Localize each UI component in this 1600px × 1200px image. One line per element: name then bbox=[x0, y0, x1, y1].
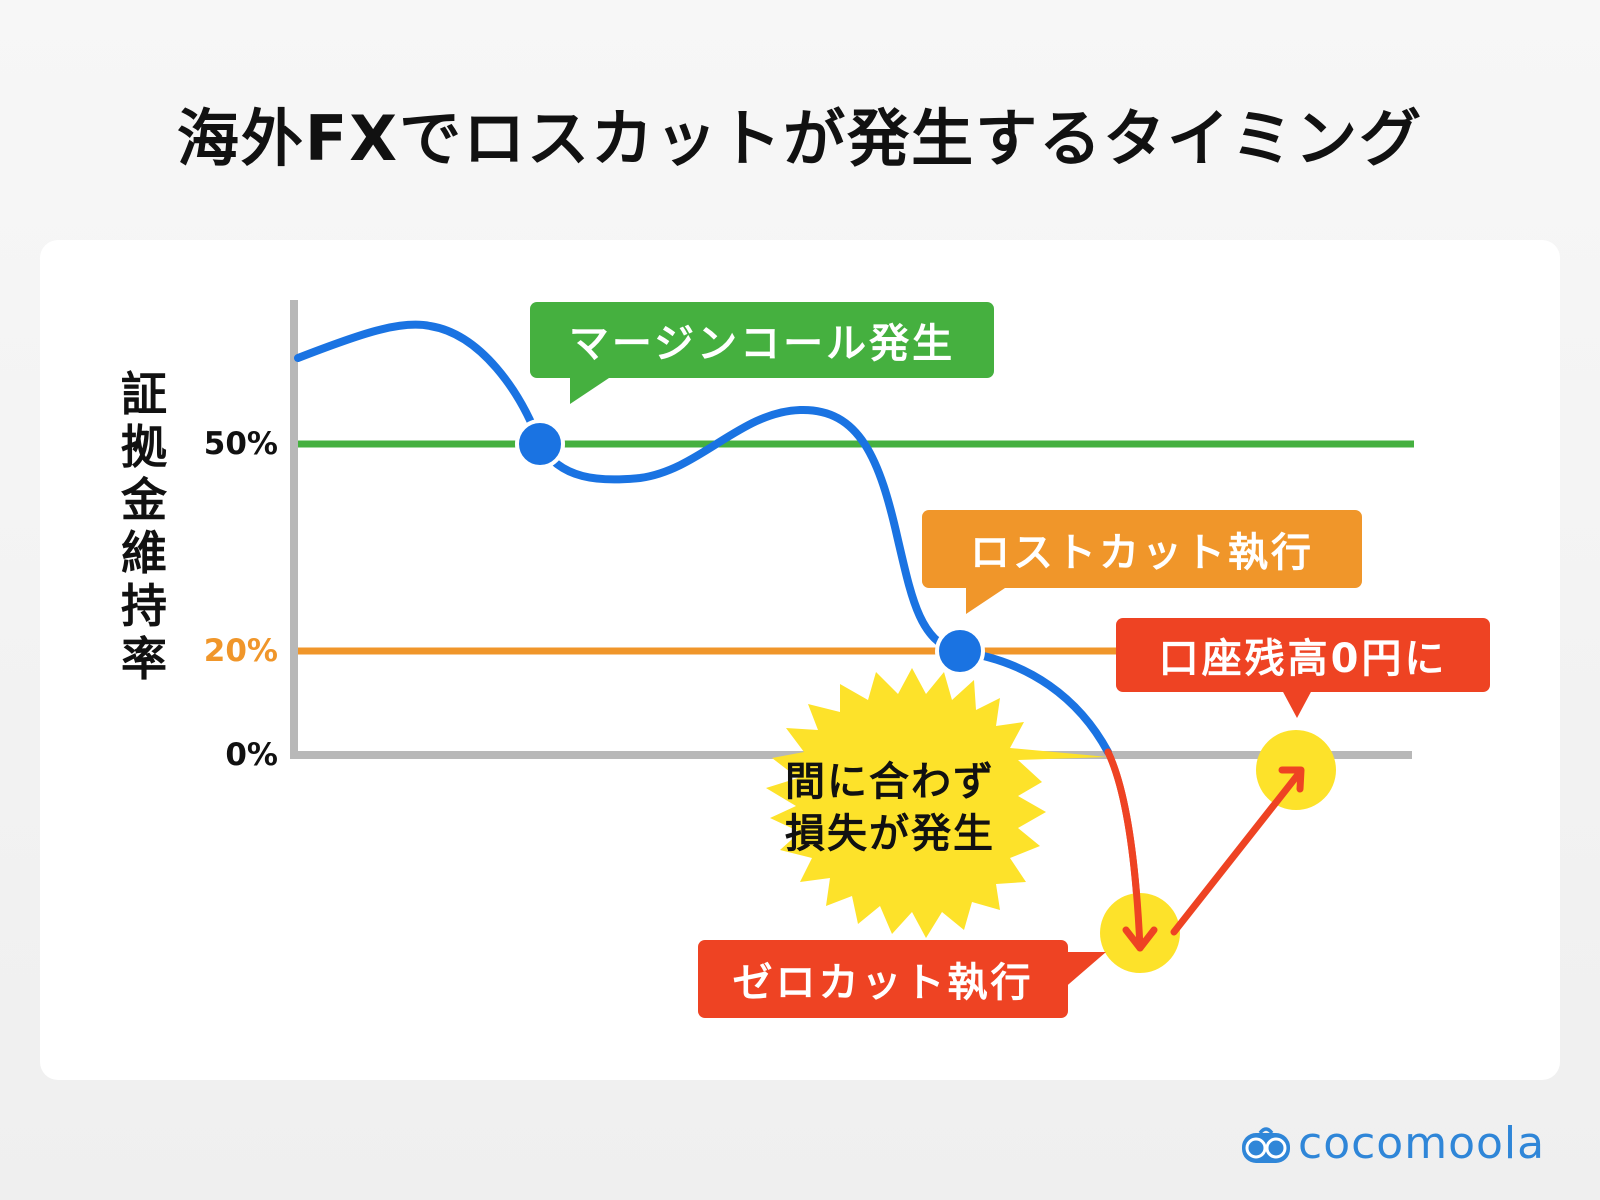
zero-balance-callout: 口座残高0円に bbox=[1116, 618, 1490, 692]
margin-call-callout: マージンコール発生 bbox=[530, 302, 994, 378]
arrow-up-right-icon bbox=[1278, 766, 1305, 793]
loss-burst bbox=[766, 668, 1108, 938]
loss-burst-text: 間に合わず 損失が発生 bbox=[740, 756, 1040, 860]
margin-call-dot bbox=[515, 419, 565, 469]
cocomoola-logo-icon bbox=[1242, 1126, 1290, 1163]
y-axis-label: 証拠金維持率 bbox=[121, 367, 167, 686]
loss-cut-tail bbox=[966, 586, 1008, 614]
tick-0: 0% bbox=[225, 737, 278, 773]
tick-50: 50% bbox=[203, 426, 278, 462]
recover-arrow-line bbox=[1170, 768, 1304, 936]
page-title: 海外FXでロスカットが発生するタイミング bbox=[176, 102, 1424, 175]
loss-cut-dot bbox=[935, 626, 985, 676]
loss-burst-line1: 間に合わず bbox=[785, 759, 995, 805]
zero-cut-tail bbox=[1062, 952, 1106, 990]
zero-balance-tail bbox=[1282, 690, 1312, 718]
zero-cut-callout: ゼロカット執行 bbox=[698, 940, 1068, 1018]
brand-name: cocomoola bbox=[1298, 1118, 1546, 1169]
loss-cut-callout: ロストカット執行 bbox=[922, 510, 1362, 588]
margin-call-tail bbox=[570, 376, 612, 404]
arrow-down-icon bbox=[1122, 926, 1158, 952]
brand-logo: cocomoola bbox=[1240, 1118, 1545, 1169]
loss-burst-line2: 損失が発生 bbox=[785, 811, 995, 857]
tick-20: 20% bbox=[203, 633, 278, 669]
